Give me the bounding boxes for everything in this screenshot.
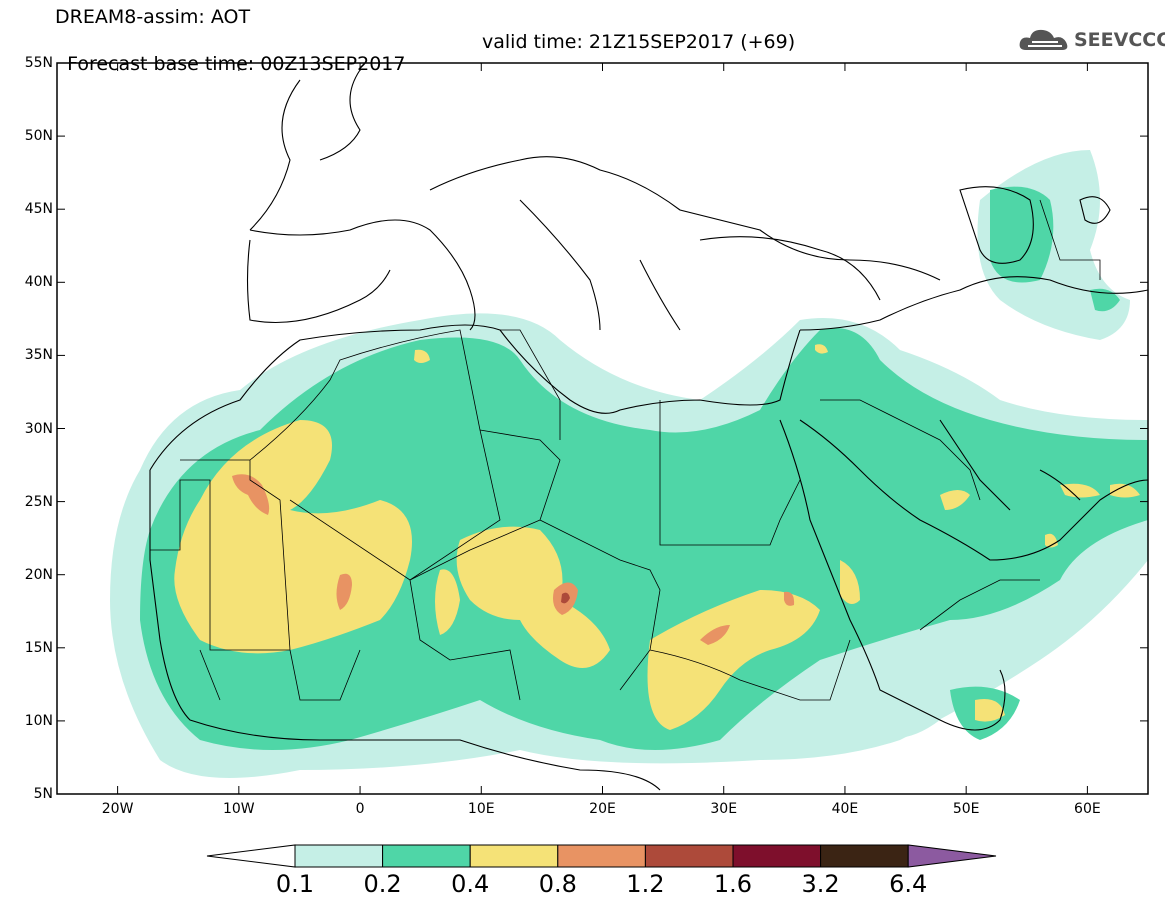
lat-tick-label: 20N (13, 567, 53, 583)
lat-tick-label: 40N (13, 274, 53, 290)
lon-tick-label: 10W (214, 801, 264, 817)
lat-tick-label: 15N (13, 640, 53, 656)
lat-tick-label: 30N (13, 421, 53, 437)
colorbar-level-label: 6.4 (878, 870, 938, 898)
lon-tick-label: 10E (456, 801, 506, 817)
lon-tick-label: 50E (941, 801, 991, 817)
lat-tick-label: 25N (13, 494, 53, 510)
lat-tick-label: 35N (13, 347, 53, 363)
lon-tick-label: 30E (699, 801, 749, 817)
colorbar-level-label: 0.1 (265, 870, 325, 898)
colorbar-swatch (558, 845, 646, 867)
lon-tick-label: 20W (93, 801, 143, 817)
colorbar-level-label: 1.6 (703, 870, 763, 898)
colorbar-level-label: 0.8 (528, 870, 588, 898)
lat-tick-label: 45N (13, 201, 53, 217)
colorbar-level-label: 0.4 (440, 870, 500, 898)
lon-tick-label: 40E (820, 801, 870, 817)
colorbar (207, 845, 996, 867)
colorbar-swatch (645, 845, 733, 867)
colorbar-low-arrow (207, 845, 295, 867)
lon-tick-label: 20E (578, 801, 628, 817)
lon-tick-label: 0 (335, 801, 385, 817)
colorbar-swatch (821, 845, 909, 867)
lat-tick-label: 55N (13, 55, 53, 71)
colorbar-level-label: 0.2 (353, 870, 413, 898)
colorbar-swatch (470, 845, 558, 867)
colorbar-swatch (295, 845, 383, 867)
colorbar-high-arrow (908, 845, 996, 867)
lat-tick-label: 10N (13, 713, 53, 729)
colorbar-swatch (383, 845, 471, 867)
lat-tick-label: 50N (13, 128, 53, 144)
lon-tick-label: 60E (1062, 801, 1112, 817)
lat-tick-label: 5N (13, 786, 53, 802)
colorbar-level-label: 1.2 (615, 870, 675, 898)
colorbar-swatch (733, 845, 821, 867)
colorbar-level-label: 3.2 (791, 870, 851, 898)
